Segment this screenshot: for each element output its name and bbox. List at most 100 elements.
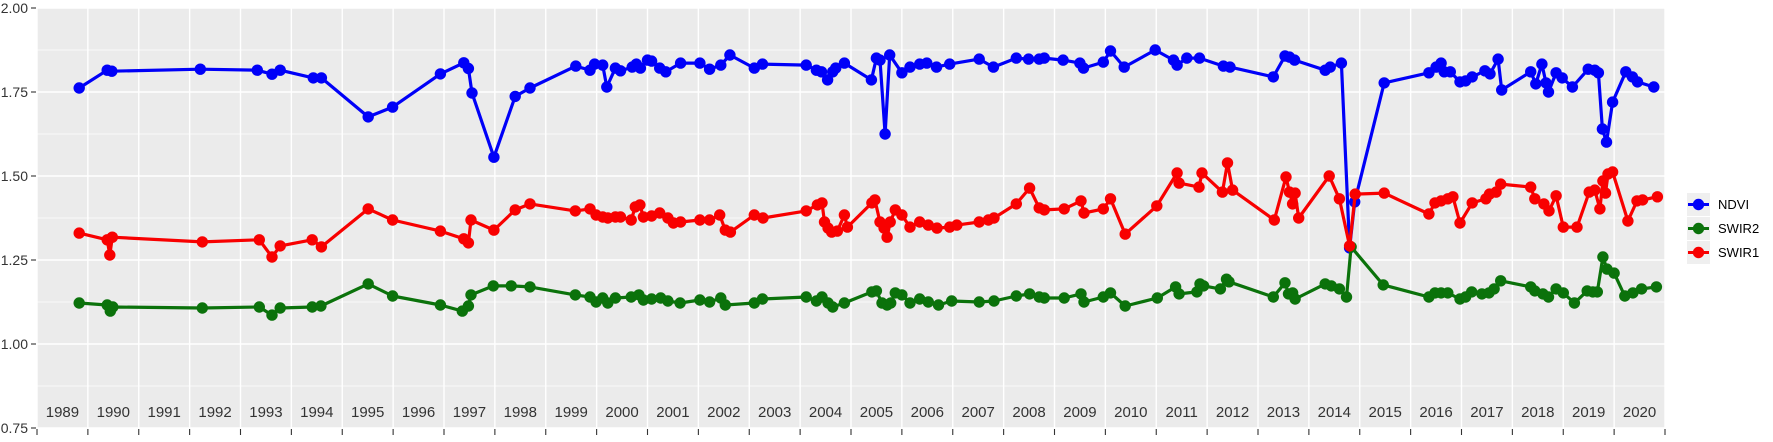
data-point-swir2 — [362, 278, 374, 290]
data-point-swir1 — [614, 211, 627, 223]
data-point-swir1 — [973, 216, 985, 228]
data-point-ndvi — [614, 65, 627, 77]
data-point-swir2 — [266, 309, 278, 321]
data-point-swir1 — [1151, 200, 1163, 212]
data-point-swir2 — [253, 301, 265, 313]
data-point-swir2 — [694, 294, 706, 306]
y-tick-label: 2.00 — [1, 0, 28, 16]
x-year-label: 2009 — [1063, 404, 1096, 421]
x-year-label: 2007 — [962, 404, 995, 421]
data-point-ndvi — [73, 82, 85, 94]
data-point-swir2 — [462, 300, 475, 312]
data-point-ndvi — [1181, 52, 1193, 64]
data-point-swir2 — [505, 280, 517, 292]
data-point-swir1 — [838, 209, 851, 221]
data-point-ndvi — [1010, 52, 1022, 64]
data-point-swir1 — [1550, 190, 1562, 202]
data-point-ndvi — [488, 151, 500, 163]
data-point-ndvi — [1193, 52, 1206, 64]
data-point-swir1 — [1173, 177, 1185, 189]
data-point-swir2 — [1488, 283, 1500, 295]
data-point-ndvi — [1118, 61, 1130, 73]
data-point-ndvi — [570, 60, 582, 72]
data-point-swir1 — [896, 209, 908, 221]
data-point-swir2 — [73, 297, 85, 309]
y-tick-label: 1.25 — [1, 252, 28, 268]
data-point-swir1 — [1622, 215, 1634, 227]
data-point-swir2 — [1023, 288, 1036, 300]
legend-label-swir1: SWIR1 — [1718, 245, 1760, 260]
data-point-swir1 — [724, 226, 737, 238]
x-year-label: 1995 — [351, 404, 384, 421]
x-year-label: 2016 — [1419, 404, 1452, 421]
data-point-ndvi — [194, 63, 206, 75]
data-point-swir1 — [104, 249, 116, 261]
x-year-label: 2005 — [860, 404, 893, 421]
data-point-ndvi — [1484, 68, 1496, 80]
data-point-swir2 — [1442, 287, 1454, 299]
data-point-swir2 — [609, 292, 622, 304]
data-point-swir2 — [1010, 290, 1022, 302]
x-year-label: 2012 — [1216, 404, 1249, 421]
x-year-label: 1998 — [504, 404, 537, 421]
data-point-swir2 — [1597, 251, 1609, 263]
data-point-ndvi — [1556, 72, 1568, 84]
data-point-swir1 — [253, 234, 265, 246]
data-point-ndvi — [315, 72, 328, 84]
data-point-swir1 — [1343, 240, 1356, 252]
data-point-ndvi — [1566, 81, 1579, 93]
data-point-ndvi — [838, 57, 851, 69]
data-point-swir2 — [196, 302, 208, 314]
data-point-swir1 — [1589, 184, 1601, 196]
data-point-ndvi — [1648, 81, 1660, 93]
data-point-ndvi — [879, 128, 891, 140]
data-point-ndvi — [1224, 61, 1236, 73]
data-point-swir2 — [914, 293, 926, 305]
data-point-swir1 — [1529, 193, 1541, 205]
data-point-ndvi — [1324, 61, 1336, 73]
data-point-swir2 — [645, 293, 658, 305]
data-point-swir1 — [1104, 193, 1117, 205]
data-point-ndvi — [660, 66, 672, 78]
data-point-swir2 — [1635, 283, 1648, 295]
data-point-swir2 — [1267, 291, 1280, 303]
data-point-swir2 — [1289, 293, 1301, 305]
data-point-swir2 — [1650, 281, 1663, 293]
data-point-swir2 — [465, 289, 477, 301]
data-point-swir2 — [1377, 279, 1389, 291]
x-year-label: 1989 — [46, 404, 79, 421]
data-point-swir1 — [1193, 181, 1205, 193]
data-point-swir1 — [196, 236, 208, 248]
data-point-swir1 — [1023, 182, 1036, 194]
data-point-swir2 — [870, 285, 883, 297]
legend-key-swir2 — [1687, 217, 1710, 240]
data-point-ndvi — [1444, 66, 1457, 78]
data-point-swir1 — [274, 240, 286, 252]
data-point-swir1 — [1216, 186, 1229, 198]
data-point-ndvi — [724, 49, 736, 61]
legend-glyph-ndvi — [1688, 198, 1709, 211]
data-point-ndvi — [1077, 62, 1090, 74]
data-point-swir1 — [1196, 167, 1208, 179]
data-point-swir1 — [569, 205, 581, 217]
data-point-swir1 — [904, 221, 916, 233]
data-point-swir1 — [386, 214, 399, 226]
data-point-swir2 — [904, 297, 916, 309]
legend-item-ndvi: NDVI — [1687, 193, 1759, 216]
data-point-swir2 — [306, 301, 318, 313]
data-point-swir2 — [1078, 296, 1090, 308]
data-point-ndvi — [1335, 57, 1348, 69]
data-point-swir2 — [1058, 292, 1070, 304]
data-point-swir2 — [1627, 287, 1639, 299]
x-year-label: 2018 — [1521, 404, 1554, 421]
data-point-ndvi — [1466, 71, 1478, 83]
data-point-swir1 — [524, 198, 536, 210]
data-point-ndvi — [1596, 123, 1609, 135]
legend-key-ndvi — [1687, 193, 1710, 216]
data-point-swir2 — [800, 291, 812, 303]
data-point-swir2 — [1495, 275, 1507, 287]
data-point-ndvi — [1536, 58, 1548, 70]
data-point-swir1 — [1226, 184, 1239, 196]
data-point-swir1 — [1221, 157, 1234, 169]
data-point-swir1 — [714, 209, 726, 221]
